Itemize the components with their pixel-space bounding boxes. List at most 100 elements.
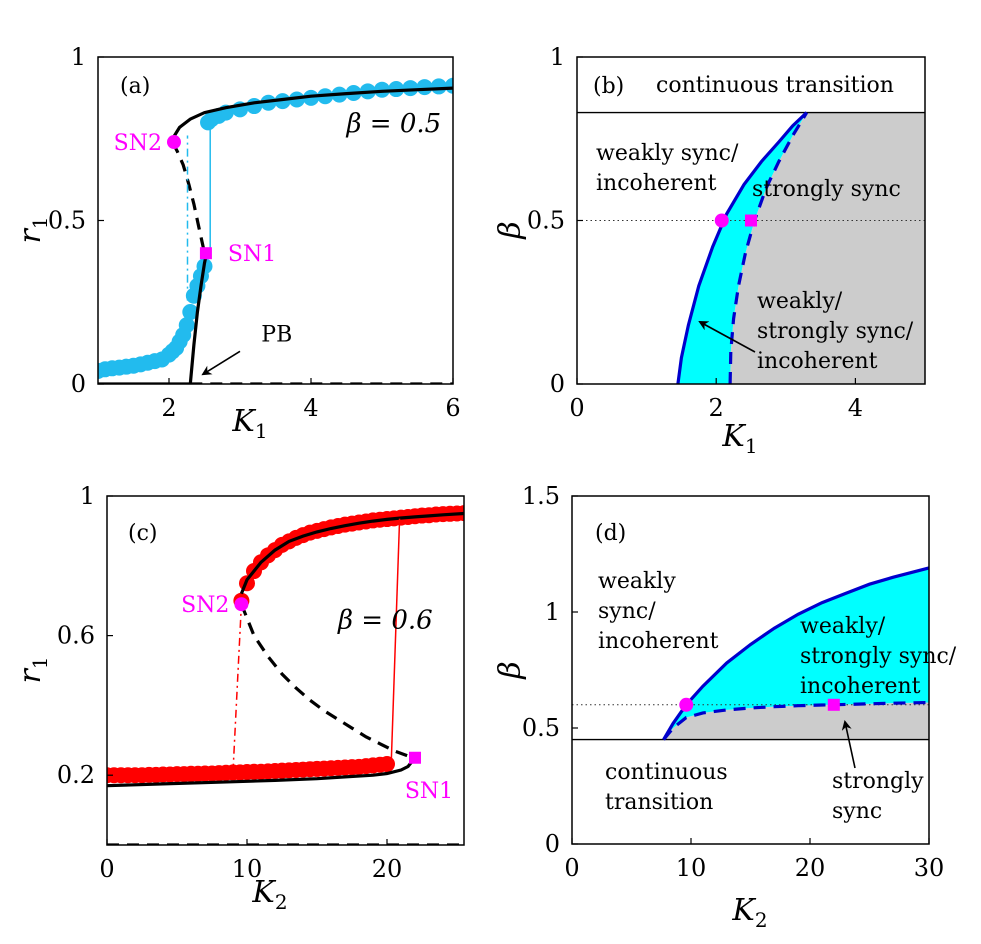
- panel-d: 0 10 20 30 0 0.5 1 1.5 (d) weakly sync/ incoher…: [493, 482, 957, 932]
- d-bistable-region: [663, 567, 929, 740]
- b-ytick-label-0: 0: [550, 370, 565, 398]
- d-xtick-label-0: 0: [564, 854, 579, 882]
- b-point-1: [745, 214, 757, 227]
- d-ytick-label-0: 0: [545, 830, 560, 858]
- a-series-0: [171, 86, 453, 140]
- b-bistable-region: [677, 112, 807, 384]
- a-sim-point-0-30: [303, 89, 319, 106]
- c-ytick-label-0: 0.2: [57, 761, 95, 789]
- panel-c-label: (c): [128, 521, 158, 546]
- d-xtick-label-1: 10: [676, 854, 707, 882]
- b-solid-curve: [676, 111, 808, 385]
- d-dashed-curve: [662, 700, 930, 741]
- region-mixed-3: incoherent: [757, 349, 878, 374]
- panel-d-frame: [571, 495, 930, 845]
- a-ytick-label-2: 1: [71, 43, 86, 71]
- region-d-left-3: incoherent: [598, 629, 719, 654]
- panel-a-sn1-label: SN1: [228, 242, 276, 267]
- c-series-5: [232, 604, 243, 772]
- panel-b: 0 2 4 0 0.5 1 (b) continuous transition weakl…: [493, 43, 926, 458]
- region-weakly-sync-2: incoherent: [596, 171, 717, 196]
- panel-d-arrow: [841, 720, 856, 769]
- d-point-0: [679, 697, 694, 712]
- d-strongly-sync-region: [663, 702, 929, 740]
- panel-c-frame: [106, 495, 465, 846]
- region-weakly-sync-1: weakly sync/: [596, 141, 739, 166]
- a-sim-point-0-28: [274, 93, 291, 110]
- panel-a-pb-arrow: [201, 350, 241, 376]
- c-series-2: [107, 756, 417, 788]
- panel-a-pb-label: PB: [261, 322, 292, 347]
- a-ytick-label-0: 0: [71, 370, 86, 398]
- region-d-mid-1: weakly/: [800, 614, 886, 639]
- region-strongly-sync: strongly sync: [752, 177, 901, 202]
- panel-b-marks: [577, 111, 925, 385]
- a-sim-point-0-29: [288, 91, 305, 108]
- panel-d-label: (d): [595, 521, 626, 546]
- c-xtick-label-1: 10: [232, 855, 263, 883]
- panel-c-beta-annotation: β = 0.6: [337, 606, 433, 636]
- region-d-mid-3: incoherent: [800, 674, 921, 699]
- c-bif-point-1: [409, 751, 421, 764]
- d-xtick-label-3: 30: [914, 854, 945, 882]
- b-strongly-sync-region: [730, 112, 925, 384]
- region-mixed-2: strongly sync/: [757, 319, 914, 344]
- a-xtick-label-1: 4: [303, 394, 318, 422]
- a-plot-area: [98, 77, 453, 384]
- panel-a: 2 4 6 0 0.5 1 (a) K1 r1 β = 0.5 PB SN2 SN1: [13, 43, 461, 443]
- panel-d-ylabel: β: [493, 661, 528, 679]
- region-d-bottom-2: transition: [605, 790, 713, 815]
- panel-c-sn2-label: SN2: [181, 593, 229, 618]
- a-sim-point-0-26: [246, 98, 263, 115]
- b-xtick-label-1: 2: [709, 394, 724, 422]
- b-dashed-curve: [728, 111, 809, 385]
- c-xtick-label-2: 20: [372, 855, 403, 883]
- a-ytick-label-1: 0.5: [48, 207, 86, 235]
- d-point-1: [827, 698, 840, 711]
- panel-b-arrow: [698, 321, 756, 353]
- panel-b-xlabel: K1: [721, 419, 757, 458]
- b-xtick-label-2: 4: [848, 394, 863, 422]
- a-sim-point-0-39: [430, 78, 447, 95]
- panel-a-ticks: 2 4 6 0 0.5 1: [48, 43, 461, 422]
- b-point-0: [714, 213, 729, 228]
- panel-b-ticks: 0 2 4 0 0.5 1: [527, 43, 863, 422]
- panel-c-xlabel: K2: [251, 875, 287, 914]
- c-series-1: [239, 603, 416, 760]
- panel-d-ticks: 0 10 20 30 0 0.5 1 1.5: [522, 482, 944, 882]
- a-series-1: [171, 141, 207, 254]
- d-ytick-label-3: 1.5: [522, 482, 560, 510]
- a-sim-point-0-36: [388, 81, 405, 98]
- panel-c-ticks: 0 10 20 0.2 0.6 1: [57, 482, 402, 883]
- region-d-left-1: weakly: [598, 569, 676, 594]
- b-ytick-label-1: 0.5: [527, 207, 565, 235]
- panel-c-ylabel: r1: [13, 656, 52, 683]
- c-ytick-label-1: 0.6: [57, 622, 95, 650]
- panel-a-label: (a): [120, 74, 150, 99]
- a-bif-point-0: [166, 135, 181, 150]
- c-bif-point-0: [234, 597, 249, 612]
- a-sim-point-0-38: [416, 79, 433, 96]
- d-ytick-label-2: 1: [545, 598, 560, 626]
- c-sim-point-0-40: [379, 756, 395, 773]
- a-xtick-label-2: 6: [445, 394, 460, 422]
- panel-a-beta-annotation: β = 0.5: [346, 109, 442, 139]
- panel-a-ylabel: r1: [13, 216, 52, 243]
- a-bif-point-1: [199, 247, 212, 260]
- region-d-bottom-1: continuous: [605, 760, 728, 785]
- c-series-0: [239, 511, 464, 595]
- a-xtick-label-0: 2: [161, 394, 176, 422]
- c-plot-area: [107, 505, 464, 845]
- region-continuous-transition: continuous transition: [656, 73, 894, 98]
- a-sim-point-0-15: [178, 317, 195, 334]
- a-sim-point-0-37: [402, 80, 419, 97]
- panel-d-xlabel: K2: [731, 893, 767, 932]
- panel-a-sn2-label: SN2: [114, 131, 162, 156]
- a-sim-point-0-16: [182, 304, 199, 321]
- panel-a-marks: [98, 77, 453, 384]
- d-ytick-label-1: 0.5: [522, 714, 560, 742]
- region-d-right-1: strongly: [832, 769, 924, 794]
- b-xtick-label-0: 0: [569, 394, 584, 422]
- a-sim-point-0-27: [260, 94, 277, 111]
